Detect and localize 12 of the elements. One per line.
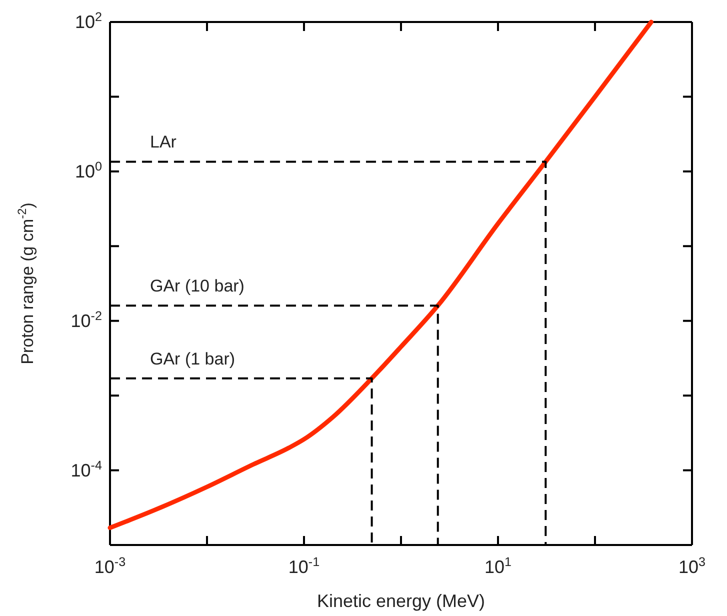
x-tick-label: 10$^{-1}$ (288, 555, 320, 577)
x-axis-title: Kinetic energy (MeV) (316, 591, 486, 611)
x-tick-label: 10$^{-3}$ (94, 555, 126, 577)
x-tick-label: 10$^{1}$ (484, 555, 512, 577)
x-tick-label: 10$^{3}$ (678, 555, 706, 577)
y-tick-label: 10$^{0}$ (74, 159, 102, 182)
y-tick-label: 10$^{-2}$ (70, 308, 102, 331)
y-tick-label: 10$^{-4}$ (70, 458, 102, 480)
series-label: GAr (1 bar) (150, 349, 236, 368)
series-label: GAr (10 bar) (150, 276, 244, 296)
y-tick-label: 10$^{2}$ (74, 10, 102, 32)
series-label: LAr (150, 132, 177, 152)
